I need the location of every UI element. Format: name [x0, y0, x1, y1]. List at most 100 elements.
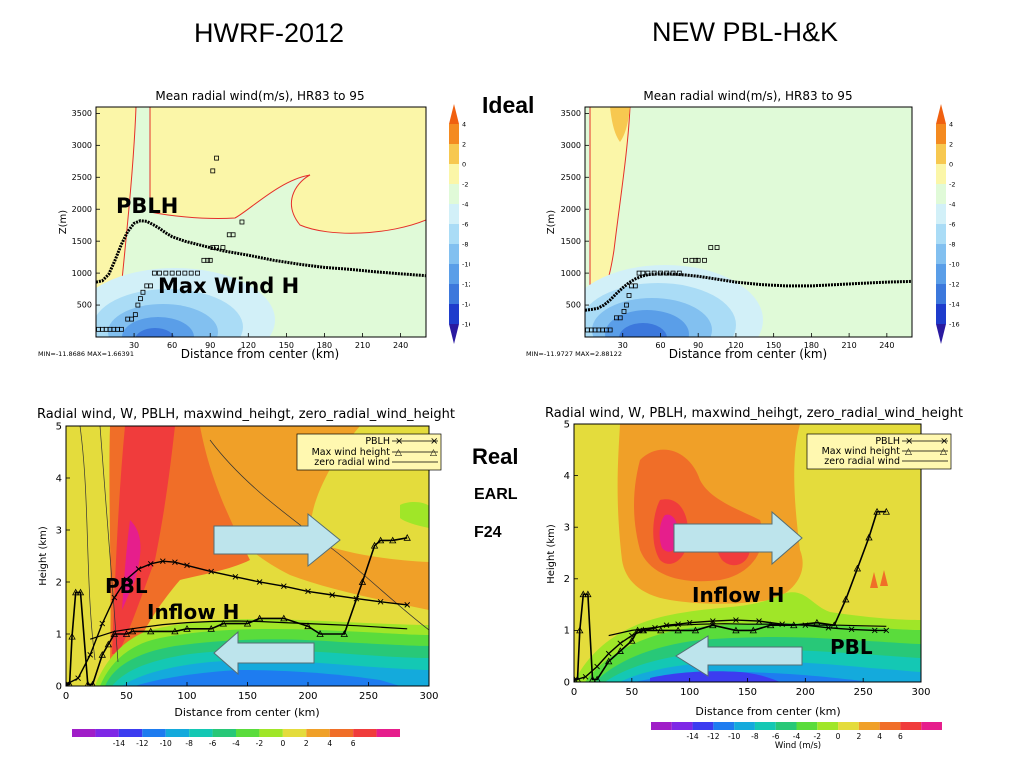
- pblh-marker: [172, 559, 178, 566]
- max-wind-marker: [207, 257, 213, 263]
- x-tick-label: 100: [177, 691, 196, 702]
- pblh-marker: [184, 562, 190, 569]
- pblh-marker: [686, 619, 693, 626]
- max-wind-marker: [207, 624, 215, 632]
- y-tick-label: 1000: [561, 269, 581, 278]
- left-column-title: HWRF-2012: [194, 18, 345, 48]
- x-tick-label: 150: [738, 687, 757, 698]
- colorbar-label: -10: [160, 739, 172, 748]
- x-axis-label: Distance from center (km): [695, 705, 840, 718]
- min-max-stats: MIN=-11.9727 MAX=2.88122: [526, 350, 622, 358]
- colorbar-swatch: [189, 729, 213, 737]
- max-wind-marker: [239, 219, 245, 225]
- x-tick-label: 0: [571, 687, 577, 698]
- pblh-marker: [574, 677, 577, 682]
- max-wind-marker: [148, 283, 153, 289]
- x-tick-label: 150: [279, 341, 294, 350]
- pblh-marker: [66, 681, 69, 686]
- max-wind-marker: [138, 296, 143, 302]
- x-tick-label: 90: [205, 341, 215, 350]
- legend: PBLH × × Max wind height △ △ zero radial…: [296, 433, 442, 471]
- x-tick-label: 180: [317, 341, 332, 350]
- pblh-marker: [883, 627, 890, 634]
- max-wind-marker: [389, 536, 397, 544]
- max-wind-markers: [96, 155, 245, 332]
- max-wind-marker: [219, 619, 227, 627]
- colorbar-swatch: [921, 722, 942, 730]
- colorbar-swatch: [449, 264, 459, 284]
- colorbar-label: -8: [751, 732, 759, 741]
- colorbar-label: 0: [280, 739, 285, 748]
- colorbar-swatch: [72, 729, 96, 737]
- y-axis-label: Height (km): [38, 526, 49, 586]
- colorbar-swatch: [900, 722, 922, 730]
- pblh-marker: [779, 621, 786, 628]
- colorbar-label: -6: [462, 221, 468, 229]
- colorbar-swatch: [449, 204, 459, 224]
- legend-zero-wind: zero radial wind: [824, 456, 900, 467]
- x-tick-label: 100: [680, 687, 699, 698]
- colorbar-swatch: [449, 124, 459, 144]
- colorbar-swatch: [817, 722, 839, 730]
- x-ticks: 30 60 90 120 150 180 210 240: [618, 333, 894, 350]
- flow-arrows: [673, 510, 803, 677]
- max-wind-marker: [626, 293, 632, 298]
- max-wind-marker: [205, 257, 211, 263]
- max-wind-marker: [813, 618, 821, 626]
- x-tick-label: 30: [129, 341, 139, 350]
- colorbar-label: -14: [462, 301, 470, 309]
- max-wind-marker: [576, 626, 584, 634]
- case-label: EARL: [474, 486, 518, 503]
- pblh-marker: [208, 568, 215, 575]
- chart-title: Mean radial wind(m/s), HR83 to 95: [643, 89, 852, 103]
- y-tick-label: 2: [56, 577, 62, 588]
- colorbar-label: 6: [351, 739, 356, 748]
- colorbar-swatch: [936, 184, 946, 204]
- max-wind-marker: [340, 630, 348, 637]
- pblh-marker: [617, 640, 624, 647]
- y-tick-label: 3500: [561, 109, 581, 118]
- colorbar-swatch: [936, 144, 946, 164]
- max-wind-marker: [676, 270, 682, 276]
- x-tick-label: 60: [655, 341, 665, 350]
- max-wind-marker: [214, 245, 219, 250]
- forecast-label: F24: [474, 524, 502, 541]
- colorbar-swatch: [376, 729, 400, 737]
- max-wind-marker: [584, 590, 592, 598]
- x-tick-label: 150: [766, 341, 781, 350]
- pblh-marker: [123, 576, 130, 583]
- legend-pblh: PBLH: [875, 436, 900, 447]
- pblh-marker: [135, 566, 142, 572]
- colorbar-label: -4: [793, 732, 801, 741]
- real-hwrf-chart: Radial wind, W, PBLH, maxwind_heihgt, ze…: [37, 407, 455, 748]
- colorbar-swatch: [651, 722, 672, 730]
- pblh-marker: [756, 618, 762, 624]
- y-tick-label: 1: [56, 629, 62, 640]
- colorbar-swatch: [936, 224, 946, 244]
- x-tick-label: 210: [841, 341, 856, 350]
- max-wind-marker: [182, 270, 188, 276]
- pblh-marker: [280, 583, 287, 589]
- max-wind-marker: [230, 232, 236, 238]
- colorbar-label: -16: [949, 321, 960, 329]
- max-wind-marker: [169, 270, 175, 276]
- legend-triangle-mark: △: [905, 447, 912, 457]
- y-tick-label: 3: [56, 525, 62, 536]
- max-wind-marker: [670, 270, 676, 276]
- colorbar-label: 6: [898, 732, 903, 741]
- outflow-level-8: [122, 520, 141, 610]
- colorbar-swatch: [671, 722, 693, 730]
- pblh-marker: [594, 663, 600, 670]
- pblh-marker: [652, 625, 658, 631]
- max-wind-marker: [147, 627, 155, 635]
- max-wind-marker: [135, 302, 141, 308]
- colorbar-swatch: [329, 729, 354, 737]
- max-wind-marker: [865, 533, 873, 541]
- pblh-marker: [147, 560, 154, 567]
- legend-maxwind: Max wind height: [822, 446, 901, 457]
- max-wind-marker: [376, 536, 385, 544]
- pblh-marker: [377, 598, 384, 605]
- x-tick-label: 300: [419, 691, 438, 702]
- ideal-colorbar-right: -16 -14 -12 -10 -8 -6 -4 -2 0 2 4: [936, 104, 960, 344]
- pblh-marker: [404, 602, 411, 608]
